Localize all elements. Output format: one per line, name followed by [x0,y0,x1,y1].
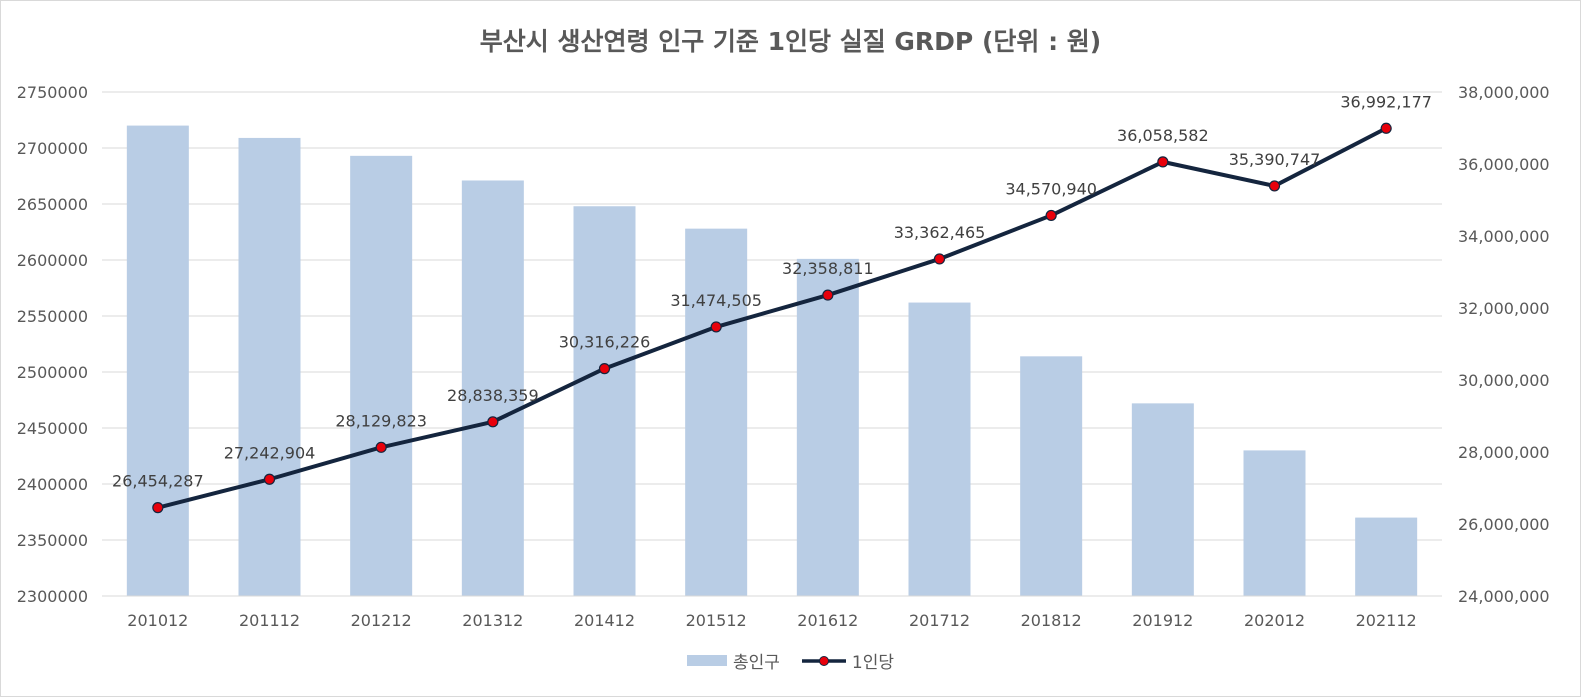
x-tick-label: 201112 [239,611,300,630]
line-point [263,473,276,485]
data-label: 26,454,287 [112,472,204,491]
line-point [1157,156,1169,168]
y-left-tick-label: 2500000 [17,363,88,382]
line-point [933,253,946,265]
legend-item-bar: 총인구 [686,648,780,673]
gridlines [102,91,1442,597]
bar-series [126,125,1418,597]
y-left-tick-label: 2550000 [17,307,88,326]
y-right-tick-label: 32,000,000 [1458,299,1550,318]
line-point [710,321,722,333]
legend-swatch-bar [686,655,727,666]
line-point [375,441,387,453]
data-label: 31,474,505 [670,291,762,310]
bar [1243,450,1306,596]
y-right-tick-label: 30,000,000 [1458,371,1550,390]
chart-title: 부산시 생산연령 인구 기준 1인당 실질 GRDP (단위 : 원) [479,27,1102,56]
y-right-tick-label: 28,000,000 [1458,443,1550,462]
x-tick-label: 201312 [462,611,523,630]
data-label: 28,129,823 [335,411,427,430]
legend-item-line: 1인당 [801,648,895,673]
bar [1355,517,1418,596]
y-left-tick-label: 2650000 [17,195,88,214]
axes: 2300000 2350000 2400000 2450000 2500000 25500… [17,83,1550,630]
bar [796,258,859,596]
y-left-tick-label: 2600000 [17,251,88,270]
data-label: 35,390,747 [1229,150,1321,169]
y-left-tick-label: 2700000 [17,139,88,158]
x-tick-label: 201012 [127,611,188,630]
x-tick-label: 201612 [797,611,858,630]
x-tick-label: 201212 [351,611,412,630]
bar [685,228,748,596]
legend-label-bar: 총인구 [732,653,780,673]
bar [238,137,301,597]
legend: 총인구 1인당 [0,648,1581,673]
data-label: 36,058,582 [1117,126,1209,145]
data-labels: 26,454,287 27,242,904 28,129,823 28,838,359… [112,92,1432,490]
y-left-tick-label: 2400000 [17,475,88,494]
bar [461,180,524,597]
line-point [487,416,499,428]
y-right-tick-label: 26,000,000 [1458,515,1550,534]
line-series [152,122,1392,514]
y-left-tick-label: 2350000 [17,531,88,550]
y-right-tick-label: 38,000,000 [1458,83,1550,102]
x-tick-label: 202012 [1244,611,1305,630]
bar [1020,356,1083,596]
line-point [152,502,164,514]
data-label: 28,838,359 [447,386,539,405]
y-left-tick-label: 2300000 [17,587,88,606]
line-point [1045,209,1057,222]
x-tick-label: 201812 [1021,611,1082,630]
legend-label-line: 1인당 [851,653,895,673]
bar [126,125,189,596]
data-label: 34,570,940 [1005,179,1097,198]
data-label: 33,362,465 [894,223,986,242]
bar [350,155,413,596]
y-left-tick-label: 2450000 [17,419,88,438]
data-label: 27,242,904 [224,443,316,462]
legend-swatch-line [801,655,846,666]
data-label: 32,358,811 [782,259,874,278]
line-path [157,126,1388,510]
bar [573,206,636,597]
x-tick-label: 201712 [909,611,970,630]
bar [1131,403,1194,596]
x-tick-label: 201912 [1132,611,1193,630]
y-left-tick-label: 2750000 [17,83,88,102]
line-point [1380,122,1392,134]
y-right-tick-label: 24,000,000 [1458,587,1550,606]
x-tick-label: 201512 [686,611,747,630]
bar [908,302,971,596]
x-tick-label: 201412 [574,611,635,630]
line-point [598,363,611,375]
line-point [822,289,834,301]
y-right-tick-label: 34,000,000 [1458,227,1550,246]
line-point [1268,180,1281,192]
data-label: 30,316,226 [559,333,651,352]
data-label: 36,992,177 [1340,92,1432,111]
y-right-tick-label: 36,000,000 [1458,155,1550,174]
x-tick-label: 202112 [1356,611,1417,630]
